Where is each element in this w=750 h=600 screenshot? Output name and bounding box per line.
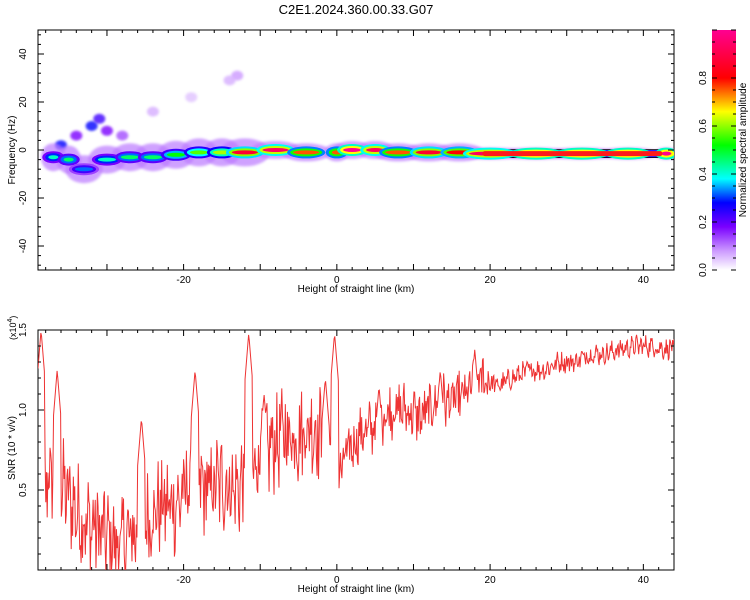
spectrogram-scatter-blob	[223, 75, 236, 86]
spectrogram-y-tick-label: 20	[18, 96, 29, 108]
colorbar-gradient	[712, 30, 736, 270]
snr-series-line	[38, 332, 674, 570]
spectrogram-scatter-blob	[100, 125, 113, 136]
spectrogram-band-blob-core	[63, 157, 74, 162]
snr-x-tick-label: 20	[485, 575, 497, 586]
snr-xlabel: Height of straight line (km)	[298, 584, 415, 595]
snr-ylabel: SNR (10 * v/v)	[7, 416, 18, 480]
snr-multiplier: (x104)	[7, 316, 18, 340]
spectrogram-scatter-blob	[93, 113, 106, 124]
snr-content	[38, 332, 674, 570]
spectrogram-band-blob-core	[48, 155, 59, 160]
figure-title: C2E1.2024.360.00.33.G07	[279, 2, 434, 17]
snr-axes: 0.5 1.0 1.5 -20 0 20 40	[18, 323, 675, 586]
spectrogram-band-blob-core	[74, 167, 94, 172]
spectrogram-band-core	[482, 151, 663, 157]
colorbar-tick-label: 0.6	[698, 119, 709, 133]
spectrogram-panel: -40 -20 0 20 40 -20 0 20 40 Height of straight l…	[7, 29, 675, 295]
spectrogram-band-blob-core	[231, 150, 258, 155]
spectrogram-axes: -40 -20 0 20 40 -20 0 20 40	[18, 30, 675, 286]
spectrogram-x-tick-label: 0	[334, 275, 340, 286]
snr-x-tick-label: -20	[176, 575, 191, 586]
spectrogram-y-tick-label: -40	[18, 238, 29, 253]
spectrogram-scatter-blob	[70, 130, 83, 141]
spectrogram-band-blob-core	[415, 150, 442, 155]
spectrogram-ylabel: Frequency (Hz)	[7, 116, 18, 185]
snr-x-tick-label: 40	[638, 575, 650, 586]
snr-multiplier-exp: 4	[7, 318, 14, 322]
spectrogram-content	[40, 70, 674, 184]
spectrogram-y-tick-label: 40	[18, 48, 29, 60]
spectrogram-scatter-blob	[116, 130, 129, 141]
spectrogram-scatter-blob	[85, 121, 98, 131]
snr-y-tick-label: 0.5	[18, 483, 29, 497]
spectrogram-band-blob-core	[143, 155, 163, 160]
spectrogram-band-blob-core	[343, 148, 362, 152]
snr-y-tick-label: 1.0	[18, 403, 29, 417]
spectrogram-band-blob-core	[189, 150, 208, 155]
spectrogram-band-blob-core	[262, 148, 289, 152]
snr-panel: 0.5 1.0 1.5 -20 0 20 40 Height of straight lin…	[7, 316, 675, 595]
spectrogram-band-blob-core	[120, 155, 140, 160]
spectrogram-x-tick-label: -20	[176, 275, 191, 286]
svg-text:(x104): (x104)	[7, 316, 18, 340]
snr-x-tick-label: 0	[334, 575, 340, 586]
spectrogram-scatter-blob	[185, 92, 198, 103]
spectrogram-band-blob-core	[97, 157, 117, 162]
spectrogram-x-tick-label: 20	[485, 275, 497, 286]
spectrogram-band-blob-core	[166, 152, 185, 157]
colorbar-label: Normalized spectral amplitude	[738, 82, 749, 217]
spectrogram-scatter-blob	[146, 106, 159, 117]
spectrogram-y-tick-label: -20	[18, 190, 29, 205]
spectrogram-x-tick-label: 40	[638, 275, 650, 286]
spectrogram-band-blob-core	[385, 150, 412, 155]
colorbar-tick-label: 0.4	[698, 167, 709, 181]
snr-y-tick-label: 1.5	[18, 323, 29, 337]
snr-multiplier-base: (x10	[8, 322, 18, 340]
spectrogram-xlabel: Height of straight line (km)	[298, 284, 415, 295]
colorbar-tick-label: 0.2	[698, 215, 709, 229]
colorbar-tick-label: 0.0	[698, 263, 709, 277]
spectrogram-band-blob-core	[293, 150, 320, 155]
colorbar: 0.0 0.2 0.4 0.6 0.8 Normalized spectral ampl…	[698, 29, 749, 277]
colorbar-tick-label: 0.8	[698, 71, 709, 85]
spectrogram-band-blob-core	[661, 151, 672, 156]
spectrogram-y-tick-label: 0	[18, 147, 29, 153]
colorbar-ticks: 0.0 0.2 0.4 0.6 0.8	[698, 29, 736, 277]
